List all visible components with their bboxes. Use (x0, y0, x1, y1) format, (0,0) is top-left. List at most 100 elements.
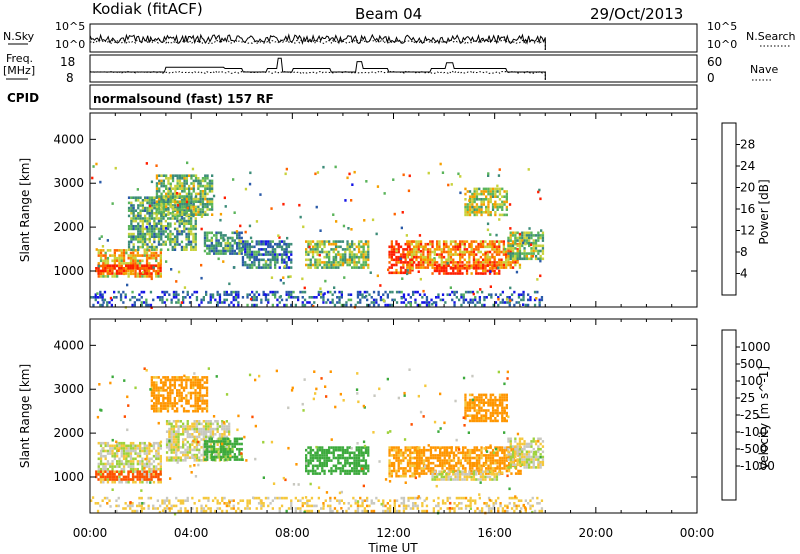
heatmap-cell (332, 263, 335, 267)
heatmap-cell (155, 245, 158, 249)
heatmap-cell (255, 242, 258, 246)
heatmap-cell (200, 453, 203, 457)
heatmap-cell (408, 263, 411, 267)
heatmap-cell (152, 298, 155, 302)
colorbar-frame (721, 122, 737, 296)
heatmap-cell (240, 249, 243, 253)
heatmap-cell (472, 261, 476, 264)
heatmap-cell (397, 464, 400, 468)
heatmap-cell (393, 212, 396, 216)
heatmap-cell (113, 275, 116, 278)
heatmap-cell (449, 261, 453, 264)
heatmap-cell (150, 389, 153, 392)
heatmap-cell (489, 464, 492, 468)
heatmap-cell (210, 450, 213, 454)
heatmap-cell (199, 389, 202, 392)
heatmap-cell (127, 465, 130, 468)
heatmap-cell (339, 472, 342, 475)
heatmap-cell (269, 253, 272, 256)
heatmap-cell (503, 213, 506, 217)
heatmap-cell (364, 242, 368, 246)
heatmap-cell (455, 448, 458, 452)
heatmap-cell (388, 451, 391, 455)
heatmap-cell (388, 255, 391, 259)
heatmap-cell (475, 272, 478, 275)
heatmap-cell (246, 240, 249, 243)
heatmap-cell (255, 298, 258, 302)
heatmap-cell (104, 457, 107, 461)
heatmap-cell (366, 298, 369, 302)
heatmap-cell (160, 213, 163, 216)
heatmap-cell (485, 446, 488, 449)
heatmap-cell (141, 245, 144, 249)
heatmap-cell (171, 210, 175, 214)
heatmap-cell (509, 266, 512, 269)
heatmap-cell (205, 394, 209, 397)
heatmap-cell (469, 290, 472, 294)
heatmap-cell (453, 293, 456, 296)
heatmap-cell (456, 267, 459, 270)
heatmap-cell (194, 243, 197, 246)
heatmap-cell (406, 245, 410, 249)
heatmap-cell (199, 399, 202, 403)
heatmap-cell (360, 255, 363, 259)
heatmap-cell (491, 203, 495, 206)
heatmap-cell (191, 293, 194, 296)
heatmap-cell (122, 475, 125, 479)
heatmap-cell (523, 239, 526, 242)
heatmap-cell (205, 430, 208, 433)
heatmap-cell (148, 267, 151, 270)
heatmap-cell (219, 252, 223, 255)
heatmap-cell (524, 303, 527, 307)
heatmap-cell (487, 172, 490, 175)
heatmap-cell (145, 303, 148, 307)
heatmap-cell (106, 478, 110, 481)
heatmap-cell (104, 462, 107, 466)
heatmap-cell (487, 200, 490, 204)
heatmap-cell (162, 182, 165, 185)
heatmap-cell (465, 473, 469, 476)
heatmap-cell (334, 261, 338, 264)
heatmap-cell (178, 396, 181, 400)
heatmap-cell (353, 454, 356, 457)
heatmap-cell (158, 182, 161, 185)
heatmap-cell (144, 206, 147, 210)
heatmap-cell (211, 205, 214, 209)
heatmap-cell (187, 240, 190, 244)
heatmap-cell (134, 470, 137, 474)
heatmap-cell (314, 266, 317, 269)
heatmap-cell (409, 261, 412, 264)
heatmap-cell (205, 422, 208, 426)
heatmap-cell (264, 266, 268, 269)
heatmap-cell (215, 450, 218, 454)
heatmap-cell (206, 445, 209, 448)
heatmap-cell (204, 203, 207, 206)
heatmap-cell (236, 440, 239, 443)
heatmap-cell (353, 459, 356, 462)
heatmap-cell (194, 378, 197, 382)
heatmap-cell (431, 303, 434, 306)
heatmap-cell (465, 250, 469, 254)
heatmap-cell (176, 407, 179, 410)
heatmap-cell (475, 213, 479, 217)
heatmap-cell (183, 205, 186, 209)
heatmap-cell (332, 448, 335, 452)
heatmap-cell (176, 187, 179, 190)
heatmap-cell (205, 290, 208, 294)
heatmap-cell (118, 462, 121, 466)
heatmap-cell (522, 298, 525, 302)
heatmap-cell (449, 258, 453, 262)
heatmap-cell (505, 198, 508, 201)
heatmap-cell (196, 391, 199, 395)
heatmap-cell (472, 475, 476, 479)
heatmap-cell (465, 248, 469, 251)
heatmap-cell (528, 227, 531, 230)
heatmap-cell (238, 244, 241, 248)
heatmap-cell (199, 378, 202, 382)
heatmap-cell (267, 242, 270, 246)
heatmap-cell (218, 298, 222, 302)
heatmap-cell (231, 252, 234, 255)
heatmap-cell (475, 258, 478, 262)
heatmap-cell (323, 261, 326, 264)
heatmap-cell (202, 420, 205, 423)
